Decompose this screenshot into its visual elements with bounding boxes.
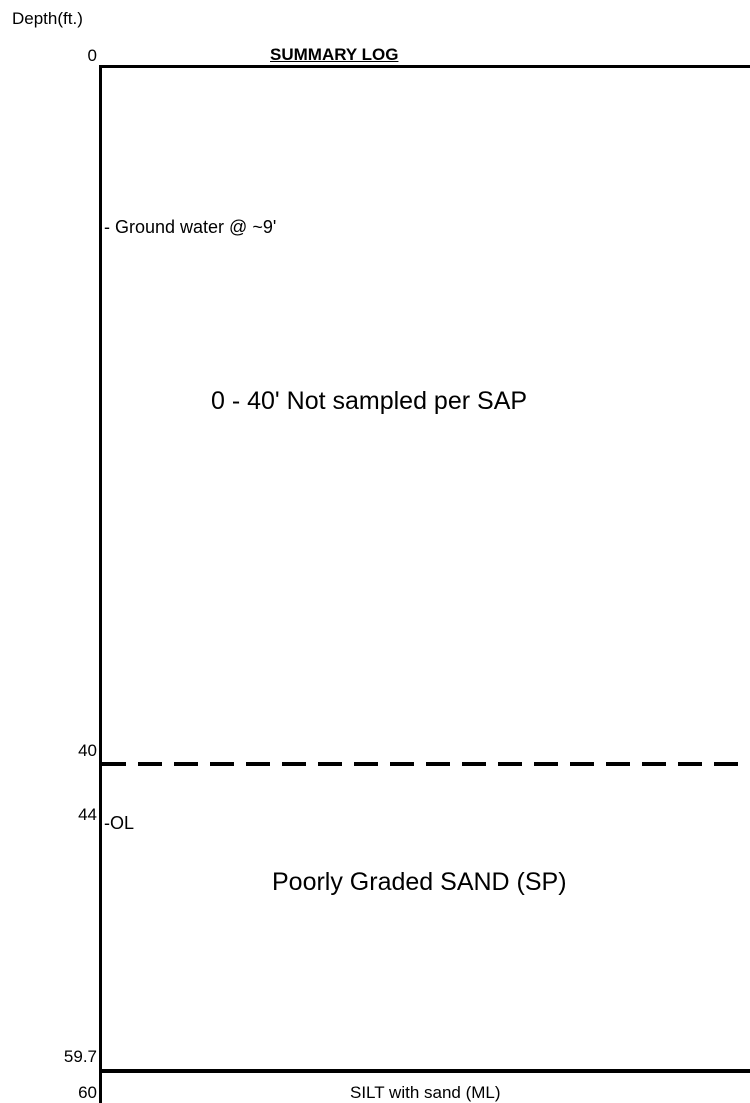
depth-tick-60: 60	[78, 1083, 97, 1102]
depth-tick-44: 44	[78, 805, 97, 824]
depth-axis-label: Depth(ft.)	[12, 9, 83, 28]
depth-tick-40: 40	[78, 741, 97, 760]
sand-unit-label: Poorly Graded SAND (SP)	[272, 868, 567, 896]
depth-tick-0: 0	[87, 46, 97, 65]
boundary-59-7ft-solid	[99, 1069, 750, 1073]
ol-note: -OL	[104, 813, 135, 833]
top-boundary-line	[99, 65, 750, 68]
depth-axis-line	[99, 66, 102, 1103]
log-title: SUMMARY LOG	[270, 45, 399, 64]
silt-unit-label: SILT with sand (ML)	[350, 1083, 501, 1102]
boundary-40ft-dashed	[102, 762, 750, 766]
ground-water-note: - Ground water @ ~9'	[104, 217, 277, 237]
depth-tick-59-7: 59.7	[63, 1047, 97, 1066]
not-sampled-label: 0 - 40' Not sampled per SAP	[211, 387, 528, 415]
